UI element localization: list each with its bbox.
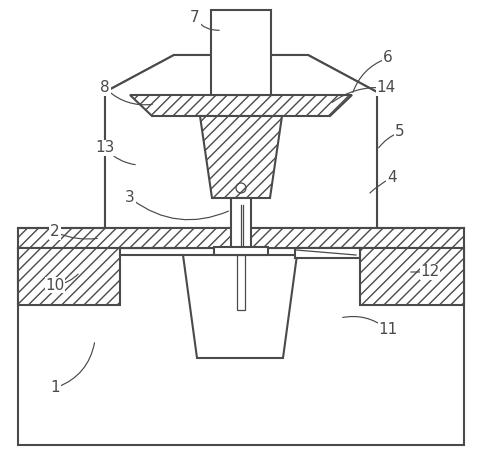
Polygon shape — [130, 95, 352, 116]
Bar — [18, 248, 464, 445]
Bar — [214, 247, 268, 255]
Bar — [231, 198, 251, 250]
Bar — [18, 248, 120, 305]
Text: 4: 4 — [387, 170, 397, 186]
Text: 1: 1 — [50, 381, 60, 395]
Bar — [237, 255, 245, 310]
Text: 14: 14 — [376, 80, 396, 96]
Text: 13: 13 — [95, 140, 115, 155]
Bar — [18, 228, 464, 248]
Polygon shape — [183, 255, 297, 358]
Text: 6: 6 — [383, 51, 393, 65]
Bar — [211, 10, 271, 95]
Text: 11: 11 — [378, 323, 398, 338]
Text: 2: 2 — [50, 224, 60, 239]
Text: 3: 3 — [125, 191, 135, 206]
Text: 5: 5 — [395, 124, 405, 139]
Polygon shape — [105, 55, 377, 228]
Polygon shape — [105, 55, 377, 228]
Text: 7: 7 — [190, 11, 200, 26]
Bar — [360, 248, 464, 305]
Text: 8: 8 — [100, 80, 110, 96]
Bar — [295, 248, 360, 258]
Polygon shape — [200, 116, 282, 198]
Text: 10: 10 — [45, 277, 65, 292]
Text: 12: 12 — [420, 265, 440, 280]
